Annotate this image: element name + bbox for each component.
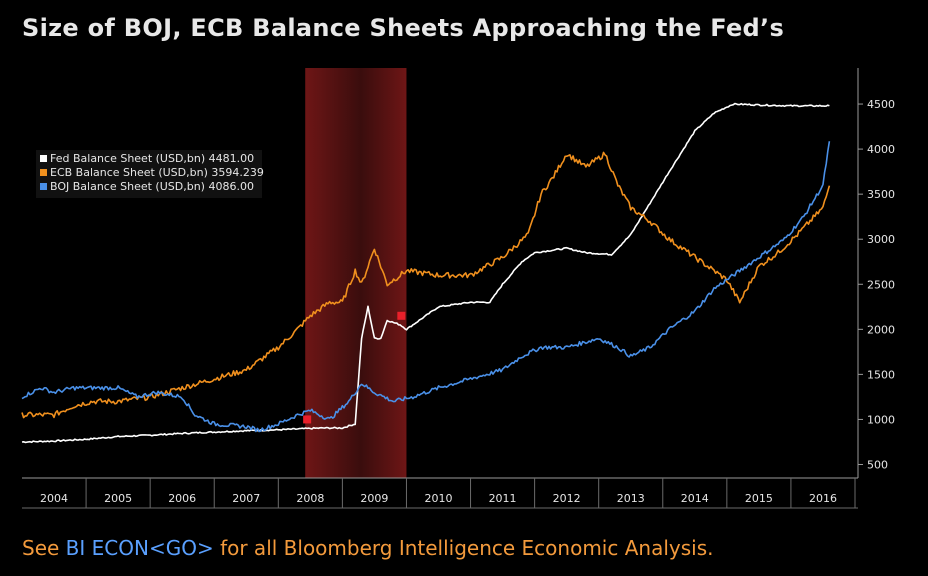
legend-entry: BOJ Balance Sheet (USD,bn) 4086.00 [50,180,254,193]
y-tick-label: 4000 [867,143,895,156]
x-tick-label: 2015 [745,492,773,505]
x-tick-label: 2005 [104,492,132,505]
x-tick-label: 2006 [168,492,196,505]
y-tick-label: 2000 [867,323,895,336]
x-tick-label: 2008 [296,492,324,505]
legend-swatch [40,169,47,176]
legend-entry: ECB Balance Sheet (USD,bn) 3594.239 [50,166,264,179]
x-tick-label: 2014 [681,492,709,505]
x-tick-label: 2011 [489,492,517,505]
event-marker [397,311,406,320]
footer-suffix: for all Bloomberg Intelligence Economic … [213,536,714,560]
footer-prefix: See [22,536,66,560]
legend-swatch [40,155,47,162]
legend-box [36,150,262,198]
footer-command-link[interactable]: BI ECON<GO> [65,536,214,560]
footer-note: See BI ECON<GO> for all Bloomberg Intell… [22,536,713,560]
legend-swatch [40,183,47,190]
x-tick-label: 2013 [617,492,645,505]
y-tick-label: 1500 [867,368,895,381]
y-tick-label: 2500 [867,278,895,291]
legend-entry: Fed Balance Sheet (USD,bn) 4481.00 [50,152,254,165]
y-tick-label: 3500 [867,188,895,201]
chart-title: Size of BOJ, ECB Balance Sheets Approach… [22,14,785,42]
axes-layer: 500 1000 1500 2000 2500 3000 3500 4000 4500 2004 2… [22,68,895,509]
series-layer [21,102,831,444]
y-tick-label: 3000 [867,233,895,246]
x-tick-label: 2004 [40,492,68,505]
y-tick-label: 4500 [867,98,895,111]
x-tick-label: 2009 [360,492,388,505]
y-tick-label: 500 [867,458,888,471]
series-line-boj [21,141,831,433]
x-tick-label: 2016 [809,492,837,505]
series-line-fed [21,102,830,444]
y-tick-label: 1000 [867,413,895,426]
event-marker [303,415,312,424]
marker-layer [303,311,406,424]
x-tick-label: 2012 [553,492,581,505]
x-tick-label: 2007 [232,492,260,505]
x-tick-label: 2010 [425,492,453,505]
